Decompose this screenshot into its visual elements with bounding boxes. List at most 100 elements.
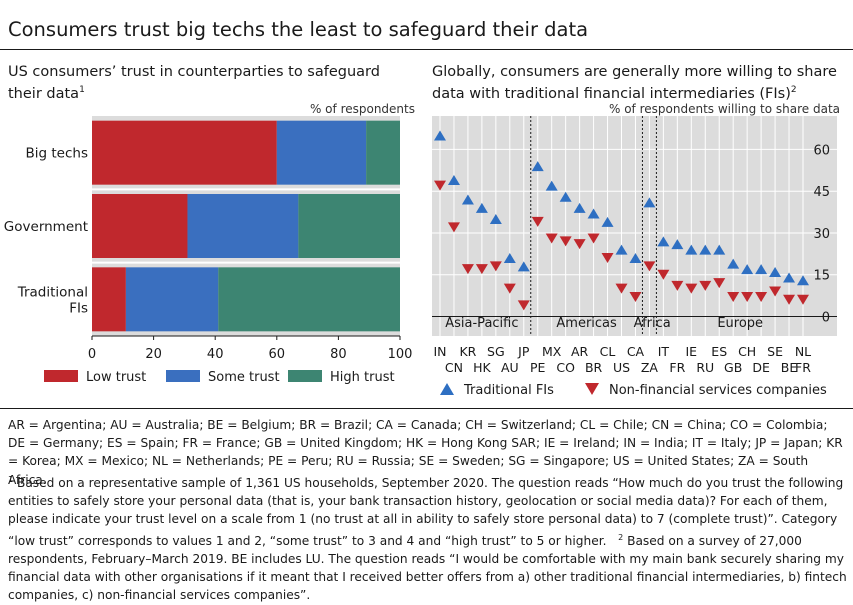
country-label: AR xyxy=(571,344,589,359)
nonfinancial-marker xyxy=(699,280,712,291)
country-label: ZA xyxy=(641,360,659,375)
x-tick-label: 100 xyxy=(388,347,413,362)
bar-some-trust xyxy=(276,120,367,185)
country-label: CN xyxy=(445,360,463,375)
nonfinancial-marker xyxy=(615,283,628,294)
traditional-fi-marker xyxy=(601,216,614,227)
y-tick-label: 30 xyxy=(813,227,830,242)
traditional-fi-marker xyxy=(461,194,474,205)
down-triangle-icon xyxy=(585,383,599,395)
traditional-fi-marker xyxy=(685,244,698,255)
nonfinancial-marker xyxy=(741,292,754,303)
country-label: BE xyxy=(781,360,798,375)
nonfinancial-marker xyxy=(783,294,796,305)
right-panel-title: Globally, consumers are generally more w… xyxy=(432,63,852,103)
x-tick-label: 40 xyxy=(207,347,224,362)
nonfinancial-marker xyxy=(503,283,516,294)
category-label: FIs xyxy=(69,300,88,316)
traditional-fi-marker xyxy=(503,253,516,264)
abbreviations-note: AR = Argentina; AU = Australia; BE = Bel… xyxy=(8,418,843,487)
country-label: MX xyxy=(542,344,562,359)
category-label: Big techs xyxy=(26,146,88,162)
country-label: GB xyxy=(724,360,742,375)
traditional-fi-marker xyxy=(615,244,628,255)
footnote1-number: 1 xyxy=(8,475,14,484)
country-label: FR xyxy=(669,360,685,375)
region-label: Asia-Pacific xyxy=(445,316,518,331)
traditional-fi-marker xyxy=(629,253,642,264)
country-label: KR xyxy=(459,344,476,359)
legend-nonfinancial: Non-financial services companies xyxy=(585,383,827,398)
category-label: Traditional xyxy=(17,284,88,300)
country-label: CO xyxy=(556,360,575,375)
country-label: SG xyxy=(487,344,505,359)
nonfinancial-marker xyxy=(769,286,782,297)
country-label: FR xyxy=(795,360,811,375)
y-tick-label: 0 xyxy=(822,311,830,326)
traditional-fi-marker xyxy=(489,214,502,225)
footnote2-number: 2 xyxy=(618,532,624,542)
legend-traditional-fis: Traditional FIs xyxy=(440,383,554,398)
footnote1-text: Based on a representative sample of 1,36… xyxy=(8,476,844,548)
y-tick-label: 45 xyxy=(813,185,830,200)
traditional-fi-marker xyxy=(783,272,796,283)
country-label: US xyxy=(613,360,630,375)
bar-low-trust xyxy=(92,194,188,258)
legend-some-trust-swatch xyxy=(166,370,200,382)
footnotes: 1 Based on a representative sample of 1,… xyxy=(8,471,848,605)
traditional-fi-marker xyxy=(699,244,712,255)
nonfinancial-marker xyxy=(461,264,474,275)
nonfinancial-marker xyxy=(587,233,600,244)
title-rule xyxy=(0,49,853,50)
footnote2-text: Based on a survey of 27,000 respondents,… xyxy=(8,533,847,603)
nonfinancial-marker xyxy=(475,264,488,275)
y-tick-label: 60 xyxy=(813,143,830,158)
nonfinancial-marker xyxy=(573,239,586,250)
traditional-fi-marker xyxy=(573,202,586,213)
country-label: CH xyxy=(738,344,756,359)
traditional-fi-marker xyxy=(531,161,544,172)
traditional-fi-marker xyxy=(797,275,809,286)
country-label: JP xyxy=(517,344,530,359)
x-tick-label: 60 xyxy=(269,347,286,362)
x-tick-label: 20 xyxy=(145,347,162,362)
traditional-fi-marker xyxy=(727,258,740,269)
bar-high-trust xyxy=(298,194,400,258)
nonfinancial-marker xyxy=(545,233,558,244)
data-sharing-scatter-chart: Asia-Pacific Americas Africa Europe 0 15 30 45 6… xyxy=(432,116,837,375)
x-tick-label: 80 xyxy=(330,347,347,362)
left-panel-title-sup: 1 xyxy=(79,85,85,95)
legend-low-trust: Low trust xyxy=(44,370,146,385)
nonfinancial-marker xyxy=(489,261,502,272)
region-label: Africa xyxy=(634,316,671,331)
legend-nonfinancial-label: Non-financial services companies xyxy=(609,383,827,398)
right-panel-title-sup: 2 xyxy=(790,85,797,95)
traditional-fi-marker xyxy=(657,236,670,247)
country-label: CL xyxy=(600,344,616,359)
traditional-fi-marker xyxy=(769,266,782,277)
traditional-fi-marker xyxy=(643,197,656,208)
country-label: NL xyxy=(795,344,811,359)
traditional-fi-marker xyxy=(587,208,600,219)
nonfinancial-marker xyxy=(629,292,642,303)
left-panel-unit: % of respondents xyxy=(309,102,415,116)
country-label: BR xyxy=(585,360,603,375)
region-label: Europe xyxy=(717,316,763,331)
legend-low-trust-label: Low trust xyxy=(86,370,147,385)
country-label: DE xyxy=(752,360,770,375)
y-tick-label: 15 xyxy=(813,269,830,284)
legend-high-trust-swatch xyxy=(288,370,322,382)
traditional-fi-marker xyxy=(434,130,446,141)
left-panel-title-text: US consumers’ trust in counterparties to… xyxy=(8,64,380,102)
country-label: ES xyxy=(711,344,727,359)
right-panel-unit: % of respondents willing to share data xyxy=(609,102,840,116)
bar-some-trust xyxy=(125,267,219,332)
nonfinancial-marker xyxy=(713,278,726,289)
legend-high-trust: High trust xyxy=(288,370,395,385)
bar-high-trust xyxy=(366,120,400,185)
legend-high-trust-label: High trust xyxy=(330,370,395,385)
country-label: SE xyxy=(767,344,783,359)
legend-some-trust-label: Some trust xyxy=(208,370,280,385)
nonfinancial-marker xyxy=(755,292,768,303)
